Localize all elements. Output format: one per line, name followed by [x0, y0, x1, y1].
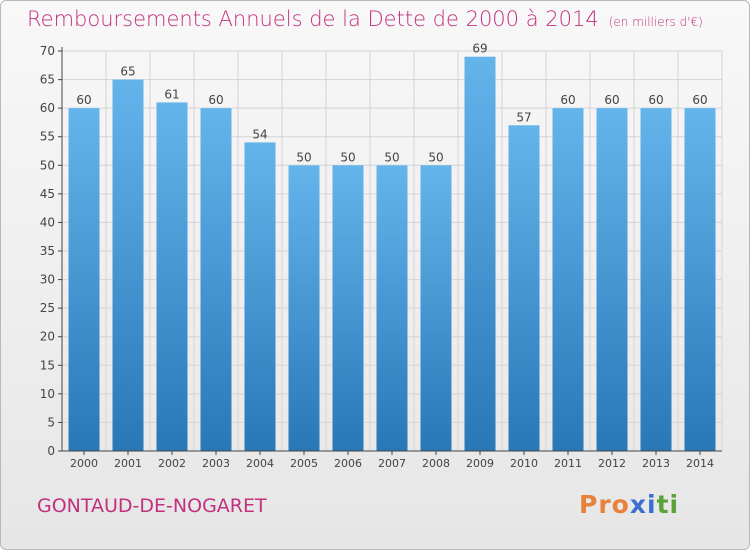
y-tick-label: 65	[40, 73, 55, 87]
x-tick-label: 2012	[598, 457, 626, 470]
y-tick-label: 25	[40, 301, 55, 315]
bar	[596, 108, 628, 452]
bar	[684, 108, 716, 452]
x-tick-label: 2010	[510, 457, 538, 470]
bar-value-label: 60	[692, 93, 707, 107]
bar-value-label: 50	[340, 150, 355, 164]
bar-value-label: 61	[164, 87, 179, 101]
y-tick-label: 10	[40, 387, 55, 401]
bar-value-label: 65	[120, 65, 135, 79]
bar	[332, 165, 364, 452]
logo-letter: i	[669, 490, 680, 519]
y-tick-label: 50	[40, 158, 55, 172]
bar	[112, 79, 144, 452]
y-tick-label: 0	[47, 444, 55, 458]
logo-letter: i	[647, 490, 657, 519]
x-tick-label: 2002	[158, 457, 186, 470]
y-tick-label: 40	[40, 215, 55, 229]
logo-letter: r	[598, 490, 612, 519]
logo-letter: t	[656, 490, 670, 519]
y-tick-label: 45	[40, 187, 55, 201]
y-tick-label: 70	[40, 44, 55, 58]
chart-title-text: Remboursements Annuels de la Dette de 20…	[27, 7, 599, 31]
bar-value-label: 60	[560, 93, 575, 107]
bar-value-label: 60	[76, 93, 91, 107]
logo-letter: o	[611, 490, 630, 519]
logo-letter: P	[579, 490, 599, 519]
bar-value-label: 60	[648, 93, 663, 107]
bar-value-label: 69	[472, 42, 487, 56]
axes: 0 5 10 15 20 25 30 35 40 45 50 55 60 65 70 2000 2001 2002…	[40, 44, 722, 470]
bar-value-label: 54	[252, 127, 267, 141]
x-tick-label: 2007	[378, 457, 406, 470]
y-tick-label: 60	[40, 101, 55, 115]
y-tick-label: 35	[40, 244, 55, 258]
commune-name: GONTAUD-DE-NOGARET	[37, 495, 267, 517]
x-tick-label: 2009	[466, 457, 494, 470]
bar-value-label: 60	[208, 93, 223, 107]
chart-unit: (en milliers d'€)	[608, 15, 703, 29]
x-tick-label: 2000	[70, 457, 98, 470]
x-tick-label: 2005	[290, 457, 318, 470]
x-tick-label: 2006	[334, 457, 362, 470]
bar	[640, 108, 672, 452]
chart-title: Remboursements Annuels de la Dette de 20…	[27, 7, 703, 31]
bar	[244, 142, 276, 451]
proxiti-logo: Proxiti	[579, 490, 679, 519]
bar-value-label: 57	[516, 110, 531, 124]
bar-value-label: 50	[296, 150, 311, 164]
x-tick-label: 2003	[202, 457, 230, 470]
data-labels: 60 65 61 60 54 50 50 50 50 69 57 60 60 60 60	[76, 42, 707, 165]
y-tick-label: 55	[40, 130, 55, 144]
bars	[68, 56, 716, 452]
bar	[464, 56, 496, 451]
logo-letter: x	[629, 490, 647, 519]
x-tick-label: 2011	[554, 457, 582, 470]
bar-value-label: 50	[428, 150, 443, 164]
bar	[508, 125, 540, 452]
bar-value-label: 60	[604, 93, 619, 107]
x-tick-label: 2013	[642, 457, 670, 470]
x-tick-label: 2004	[246, 457, 274, 470]
x-tick-label: 2014	[686, 457, 714, 470]
bar	[376, 165, 408, 452]
y-tick-label: 15	[40, 358, 55, 372]
x-tick-label: 2001	[114, 457, 142, 470]
bar	[156, 102, 188, 451]
y-tick-label: 5	[47, 415, 55, 429]
bar	[420, 165, 452, 452]
x-tick-label: 2008	[422, 457, 450, 470]
bar	[288, 165, 320, 452]
y-tick-label: 20	[40, 330, 55, 344]
y-tick-label: 30	[40, 273, 55, 287]
bar-value-label: 50	[384, 150, 399, 164]
bar	[552, 108, 584, 452]
bar	[200, 108, 232, 452]
bar	[68, 108, 100, 452]
